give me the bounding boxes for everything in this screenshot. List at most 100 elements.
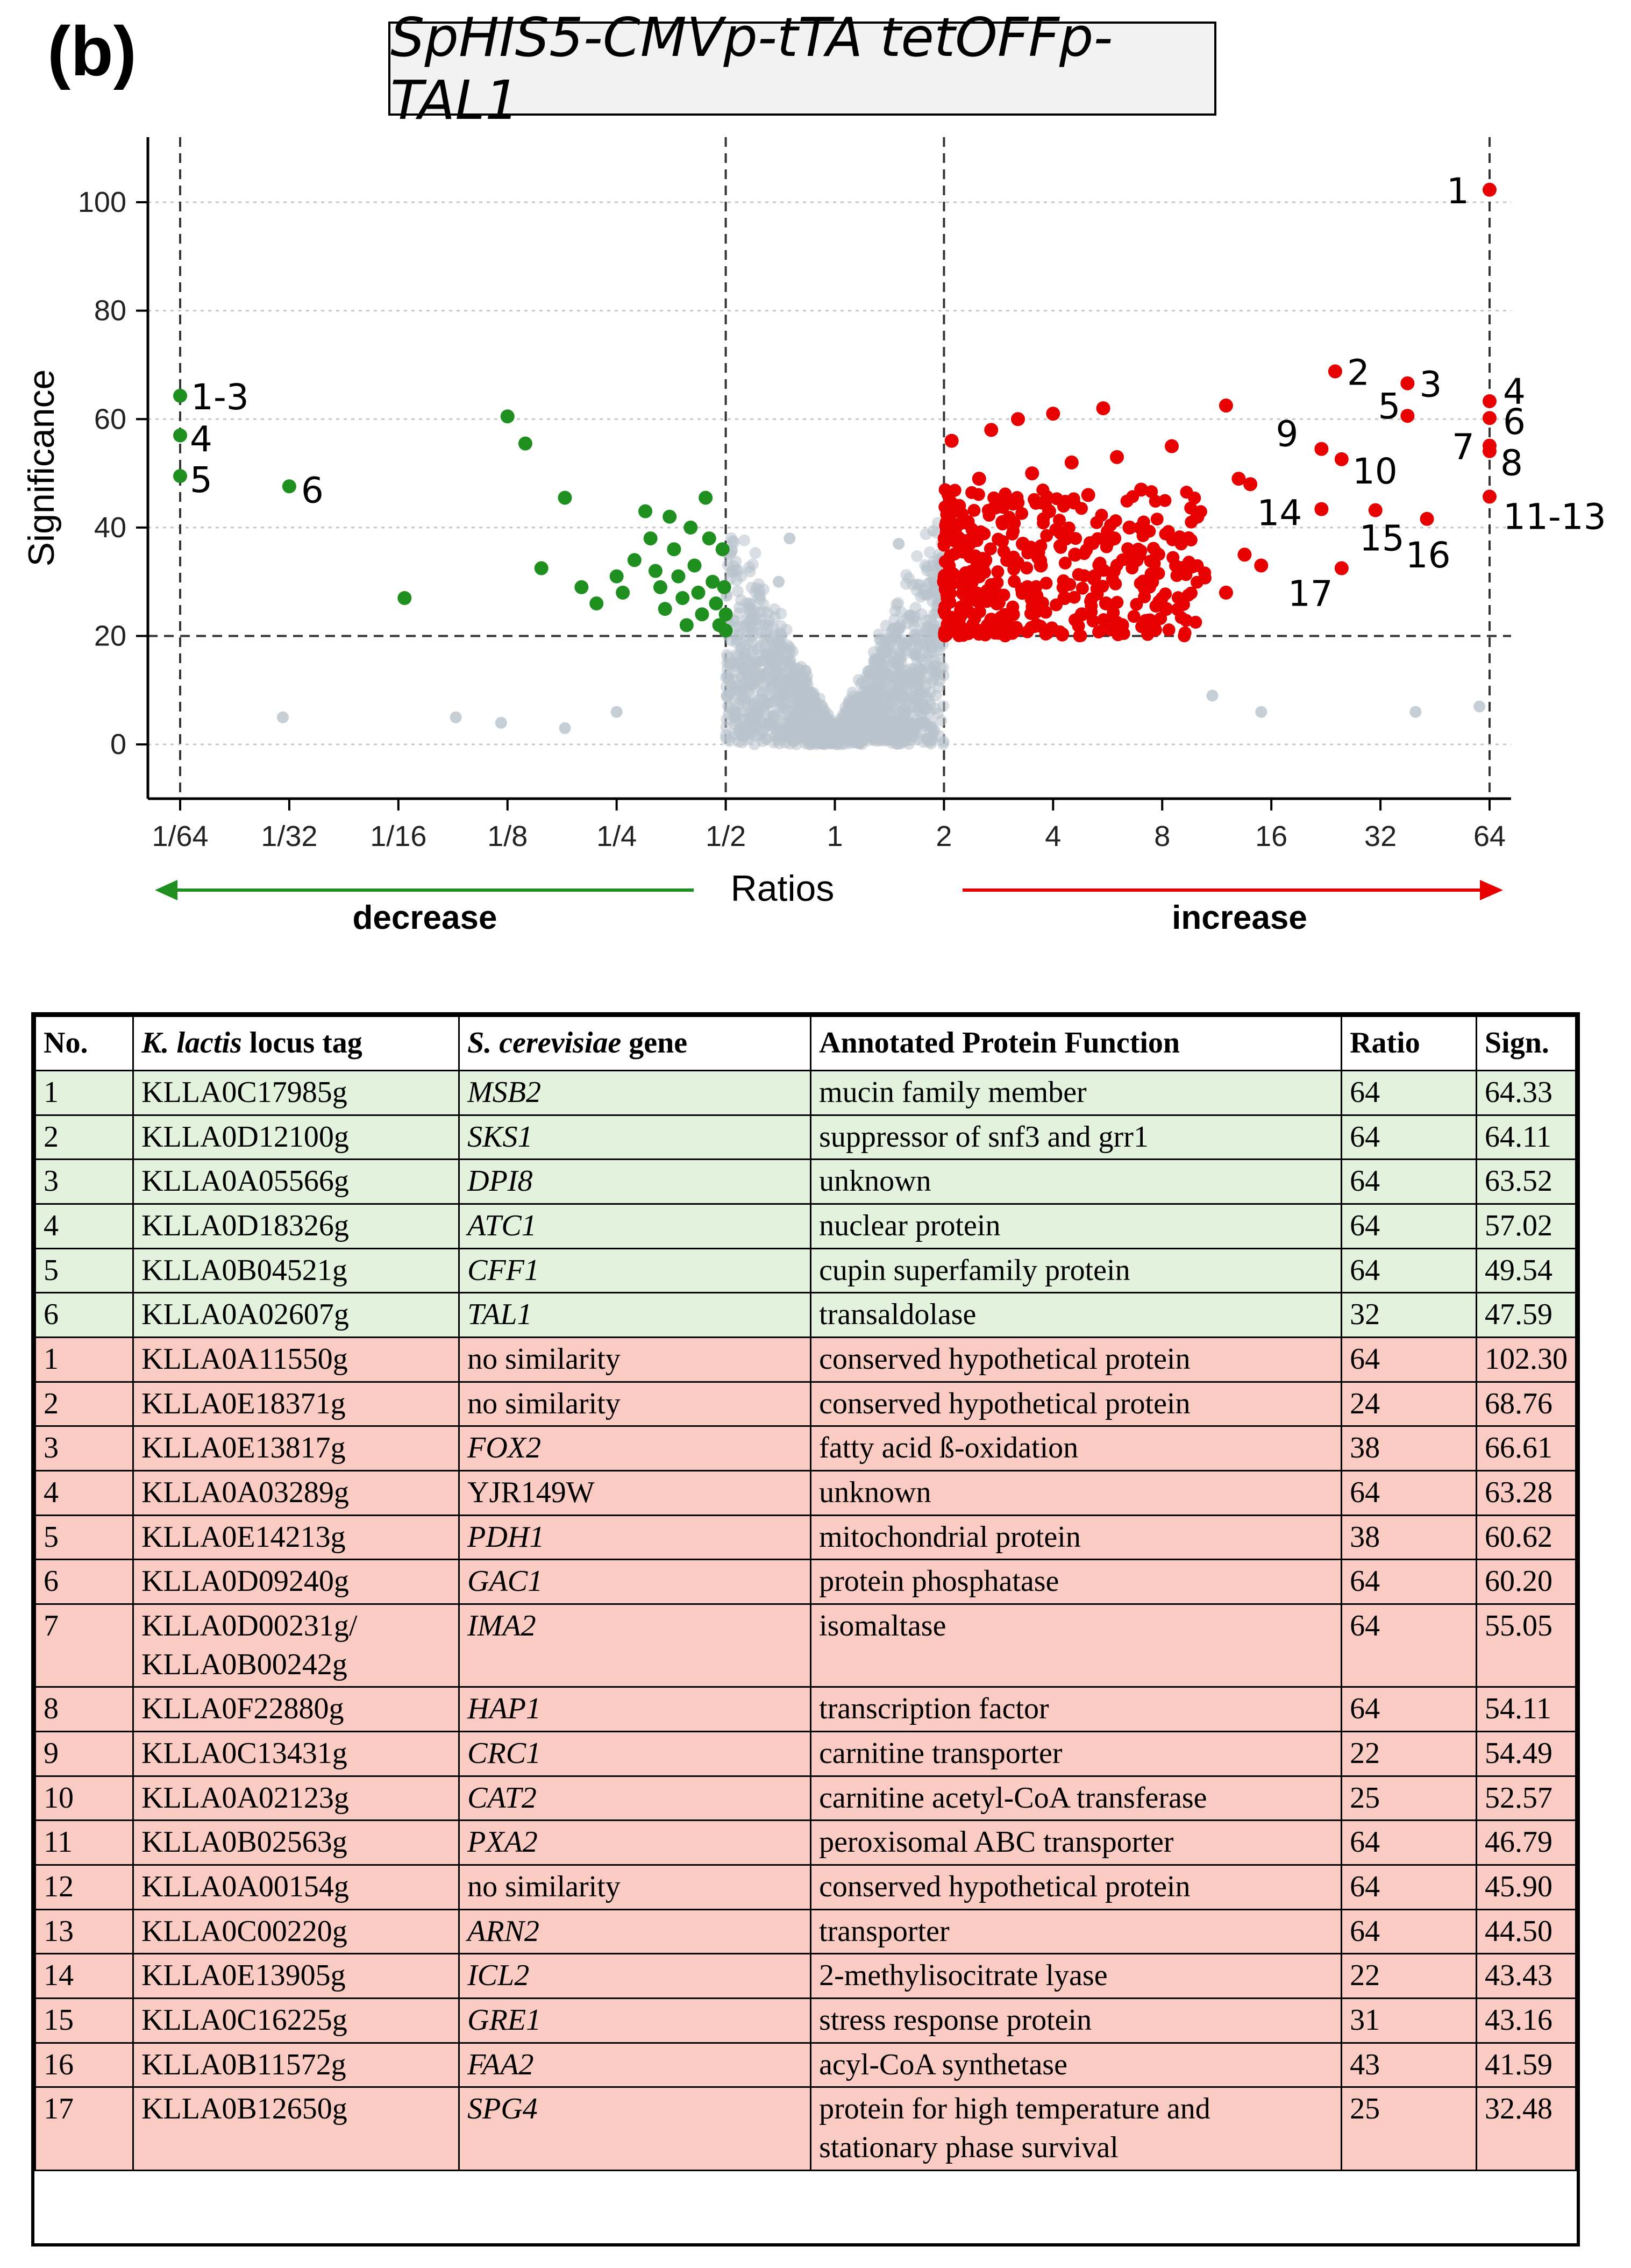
neutral-point (917, 699, 929, 711)
neutral-point (924, 546, 936, 558)
cell-ratio: 64 (1341, 1559, 1477, 1605)
x-tick-label: 1/32 (261, 820, 317, 852)
increase-point (1046, 407, 1060, 421)
neutral-point (777, 699, 789, 712)
increase-point (979, 627, 993, 641)
decrease-point (643, 531, 658, 546)
decrease-point (534, 561, 549, 575)
cell-no: 6 (34, 1559, 134, 1605)
neutral-point (928, 584, 941, 596)
point-annotation: 10 (1352, 451, 1398, 492)
cell-function: mitochondrial protein (810, 1514, 1343, 1561)
cell-no: 1 (34, 1070, 134, 1116)
x-tick-label: 1/2 (706, 820, 746, 852)
cell-no: 17 (34, 2086, 134, 2171)
cell-locus-tag: KLLA0E14213g (132, 1514, 460, 1561)
increase-point (1092, 625, 1106, 639)
increase-point (1134, 482, 1149, 497)
neutral-point (753, 729, 766, 742)
neutral-point (773, 575, 785, 588)
neutral-point (1206, 689, 1219, 702)
neutral-point (893, 712, 905, 724)
neutral-point (893, 538, 905, 550)
decrease-point (667, 542, 681, 557)
neutral-point (930, 689, 942, 702)
x-tick-label: 8 (1154, 820, 1170, 852)
x-tick-label: 32 (1364, 820, 1397, 852)
decrease-point (699, 490, 713, 505)
neutral-point (735, 594, 747, 606)
increase-point (1178, 629, 1191, 643)
cell-ratio: 22 (1341, 1731, 1477, 1777)
cell-no: 1 (34, 1336, 134, 1383)
point-annotation: 16 (1406, 535, 1451, 576)
increase-point (1081, 488, 1095, 502)
neutral-point (889, 702, 901, 715)
increase-point (1188, 491, 1201, 504)
increase-point (1087, 569, 1102, 584)
increase-point (953, 517, 966, 530)
cell-gene: GRE1 (458, 1997, 812, 2044)
neutral-point (738, 534, 751, 546)
decrease-point (609, 569, 624, 584)
cell-no: 6 (34, 1292, 134, 1339)
increase-point (965, 585, 980, 600)
neutral-point (907, 730, 920, 743)
table-row: 3 KLLA0A05566g DPI8 unknown 64 63.52 (34, 1158, 1577, 1205)
neutral-point (777, 726, 789, 738)
header-ratio: Ratio (1341, 1015, 1477, 1071)
cell-gene: HAP1 (458, 1686, 812, 1733)
cell-sign: 45.90 (1476, 1864, 1577, 1910)
increase-point (1158, 494, 1172, 507)
cell-ratio: 38 (1341, 1514, 1477, 1561)
increase-point (1129, 553, 1144, 567)
table-row: 12 KLLA0A00154g no similarity conserved hyp… (34, 1864, 1577, 1910)
increase-point (978, 527, 991, 541)
increase-point-annotated (1483, 182, 1497, 197)
point-annotation: 8 (1500, 443, 1523, 484)
decrease-point (706, 574, 720, 589)
cell-gene: FAA2 (458, 2042, 812, 2088)
increase-point (1007, 524, 1020, 538)
cell-no: 15 (34, 1997, 134, 2044)
neutral-point (915, 628, 928, 641)
cell-function: cupin superfamily protein (810, 1247, 1343, 1294)
cell-gene: no similarity (458, 1864, 812, 1910)
header-locus-species: K. lactis (141, 1026, 242, 1060)
neutral-point (899, 638, 911, 651)
grid (148, 137, 1511, 799)
neutral-point (840, 705, 852, 717)
increase-point (1025, 466, 1039, 481)
neutral-point (754, 593, 766, 606)
neutral-point (765, 674, 778, 686)
cell-gene: SPG4 (458, 2086, 812, 2171)
cell-locus-tag: KLLA0C13431g (132, 1731, 460, 1777)
neutral-point (907, 700, 920, 713)
neutral-point (450, 711, 462, 723)
increase-point (948, 547, 961, 560)
increase-point (1171, 591, 1185, 605)
increase-point (938, 483, 952, 496)
neutral-point (924, 716, 936, 729)
increase-point-annotated (1314, 442, 1329, 456)
cell-locus-tag: KLLA0F22880g (132, 1686, 460, 1733)
table-row: 5 KLLA0B04521g CFF1 cupin superfamily prote… (34, 1247, 1577, 1294)
neutral-point (903, 719, 916, 731)
cell-locus-tag: KLLA0E13905g (132, 1953, 460, 2000)
decrease-point (691, 585, 706, 600)
neutral-point (763, 619, 775, 631)
decrease-point (397, 591, 412, 605)
cell-gene: ATC1 (458, 1203, 812, 1249)
decrease-point (709, 596, 723, 611)
cell-gene: CAT2 (458, 1775, 812, 1822)
neutral-point (748, 738, 760, 750)
increase-point-annotated (1483, 444, 1497, 458)
neutral-point (923, 648, 935, 660)
neutral-point (735, 723, 747, 735)
cell-ratio: 31 (1341, 1997, 1477, 2044)
increase-point (1185, 586, 1198, 600)
increase-point (1106, 572, 1119, 586)
decrease-point (695, 607, 709, 622)
neutral-point (775, 630, 788, 642)
cell-ratio: 43 (1341, 2042, 1477, 2088)
